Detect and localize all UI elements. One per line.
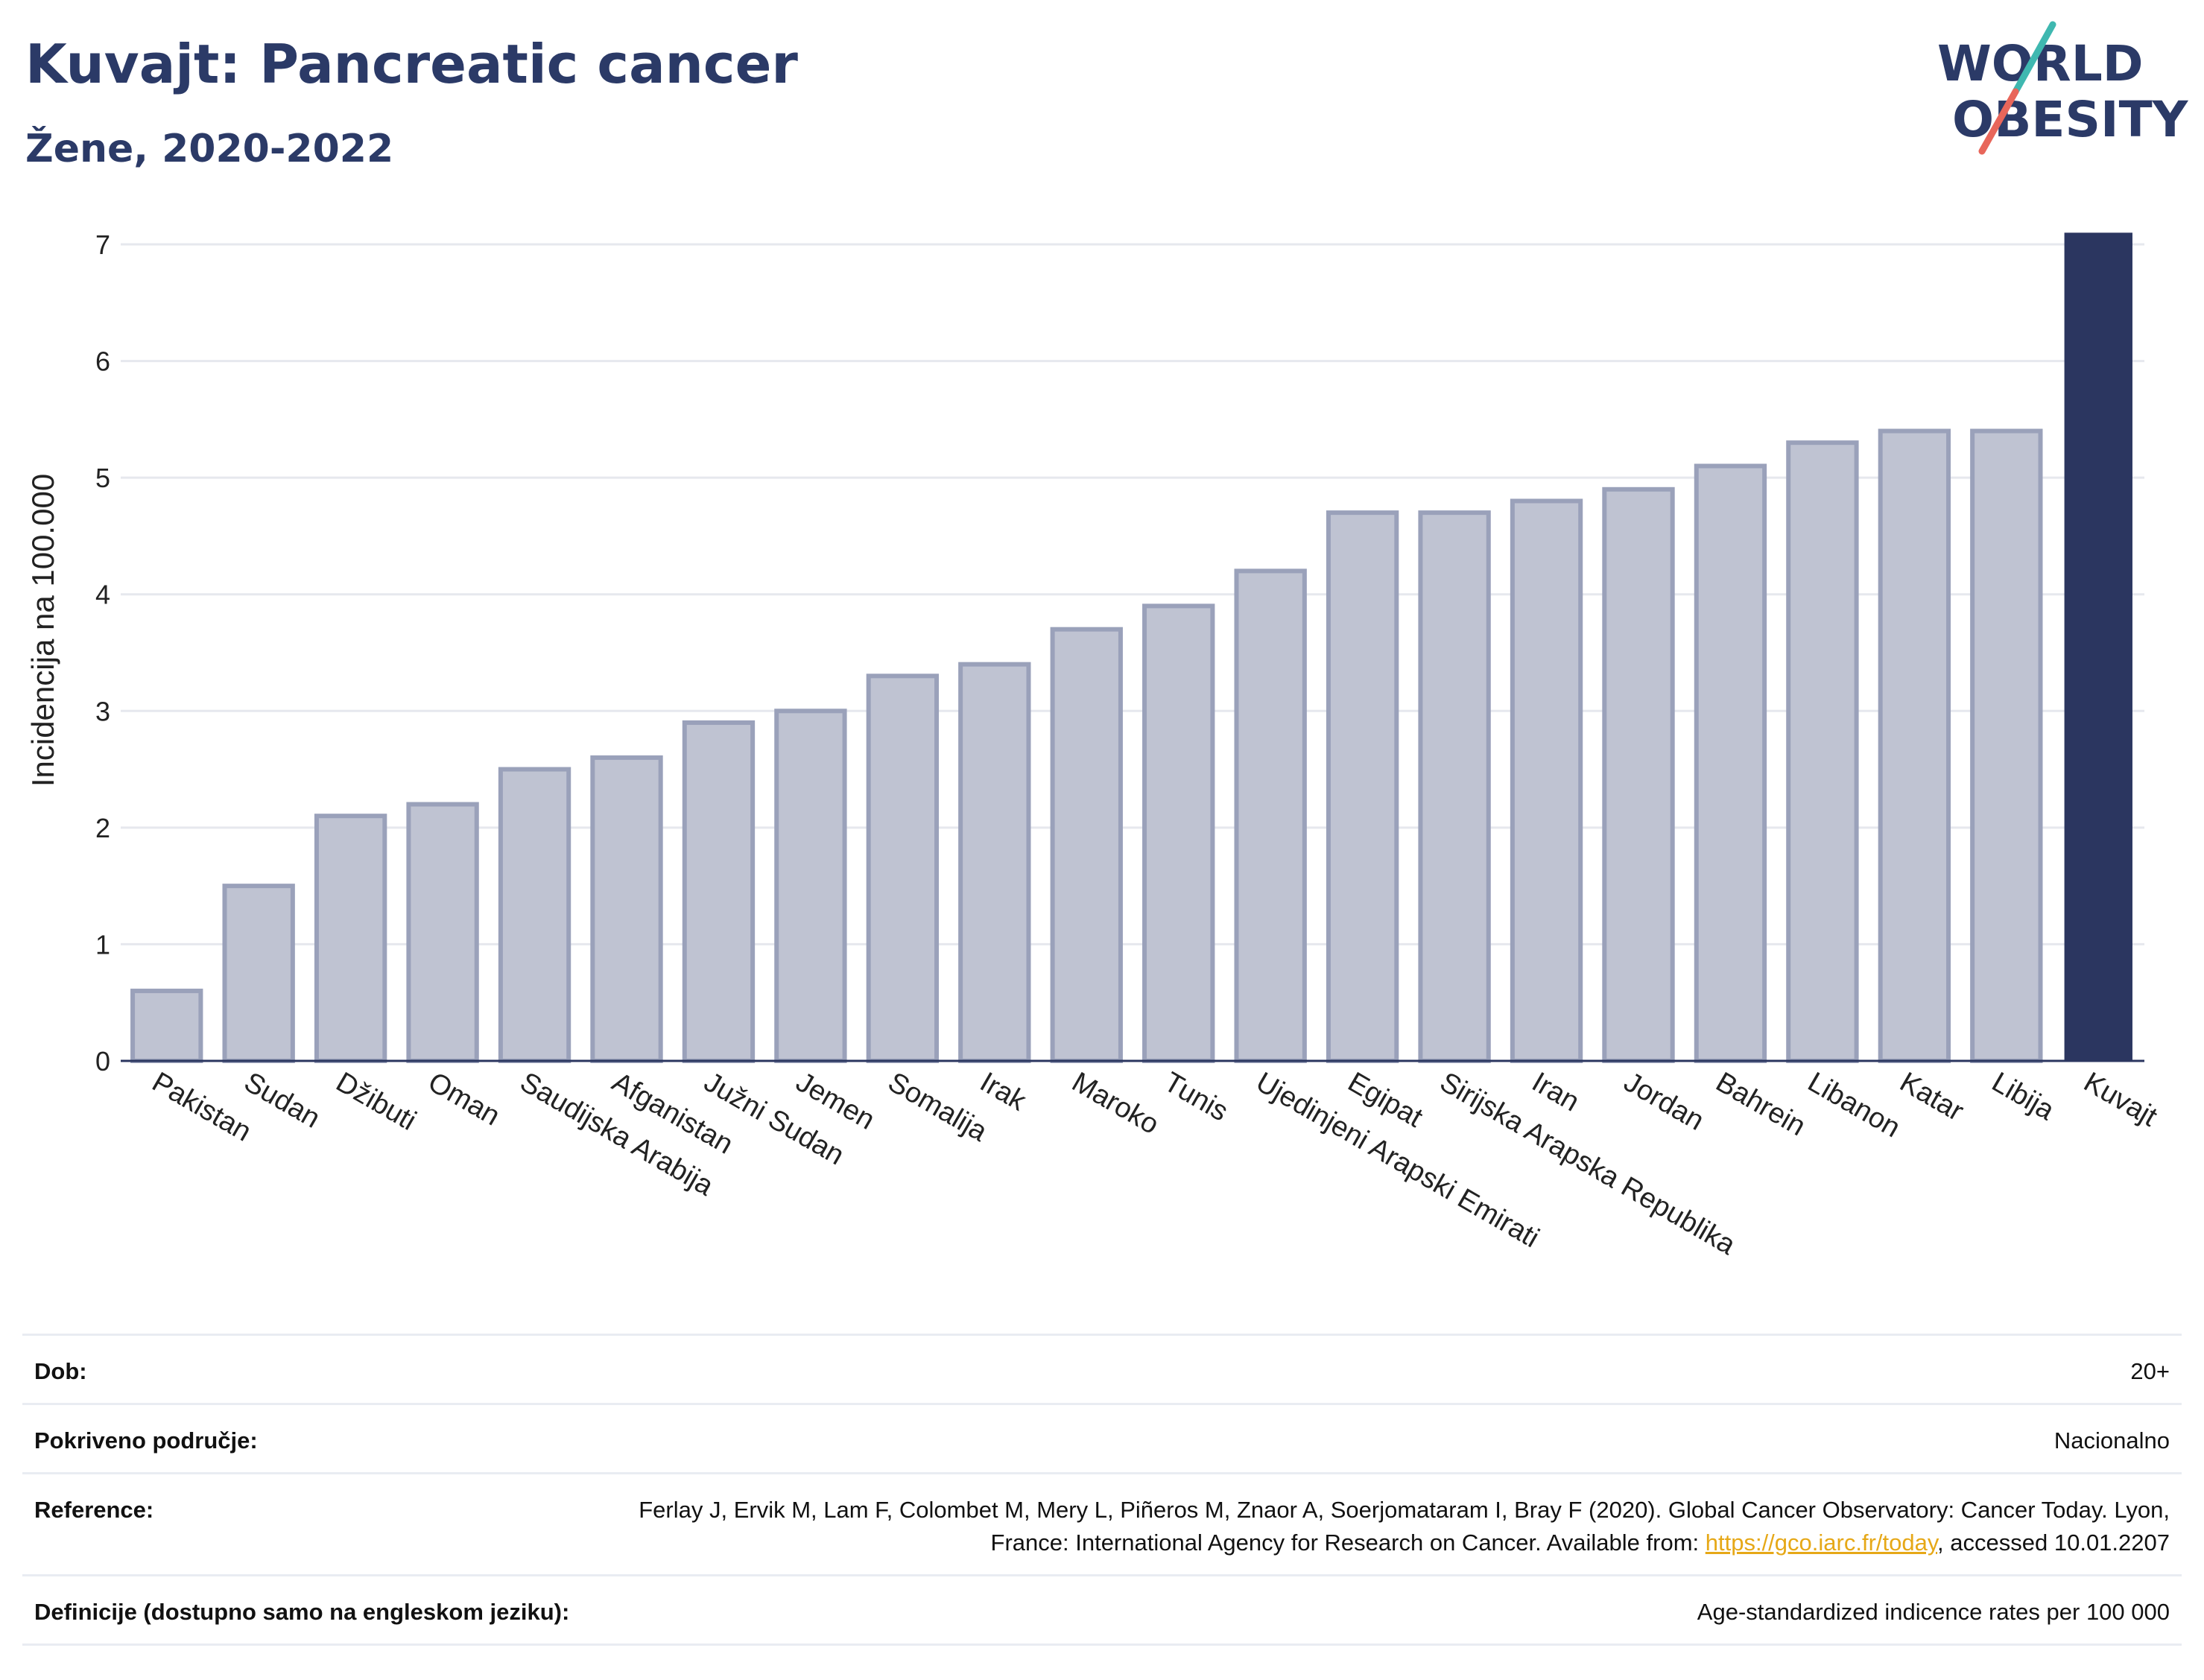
bar-kuvajt: [2064, 232, 2132, 1061]
info-row-age: Dob: 20+: [22, 1334, 2182, 1403]
x-tick-label: Libanon: [1802, 1066, 1905, 1144]
y-tick-label: 1: [95, 929, 110, 960]
x-tick-label: Maroko: [1067, 1066, 1165, 1141]
coverage-value: Nacionalno: [2053, 1427, 2170, 1454]
age-value: 20+: [2130, 1358, 2170, 1384]
reference-text-2: , accessed 10.01.2207: [1937, 1530, 2170, 1556]
x-tick-label: Iran: [1527, 1066, 1585, 1118]
chart-title: Kuvajt: Pancreatic cancer: [25, 33, 798, 95]
x-tick-label: Somalija: [883, 1066, 993, 1148]
bar-sirijska-arapska-republika: [1418, 510, 1491, 1063]
chart-subtitle: Žene, 2020-2022: [25, 127, 394, 171]
x-tick-label: Oman: [422, 1066, 505, 1132]
reference-text-1: Ferlay J, Ervik M, Lam F, Colombet M, Me…: [639, 1497, 2170, 1556]
bar-irak: [958, 662, 1031, 1063]
bar-južni-sudan: [682, 720, 756, 1063]
bar-pakistan: [130, 989, 203, 1063]
x-tick-label: Džibuti: [331, 1066, 422, 1136]
bar-libija: [1970, 428, 2043, 1063]
x-tick-label: Tunis: [1159, 1066, 1233, 1127]
bar-sudan: [222, 884, 295, 1063]
bar-afganistan: [590, 755, 663, 1064]
y-axis-label: Incidencija na 100.000: [25, 474, 60, 787]
x-tick-label: Katar: [1895, 1066, 1969, 1127]
bar-maroko: [1050, 627, 1123, 1063]
age-label: Dob:: [34, 1358, 87, 1384]
logo-red-stroke: [1978, 88, 2019, 155]
bar-bahrein: [1694, 463, 1767, 1063]
bar-iran: [1510, 498, 1583, 1063]
bar-džibuti: [314, 814, 387, 1063]
bar-jordan: [1602, 486, 1675, 1063]
bars: [130, 232, 2132, 1064]
x-tick-label: Irak: [975, 1066, 1032, 1118]
bar-katar: [1878, 428, 1951, 1063]
info-row-coverage: Pokriveno područje: Nacionalno: [22, 1403, 2182, 1472]
definitions-label: Definicije (dostupno samo na engleskom j…: [34, 1599, 570, 1625]
y-tick-labels: 0 1 2 3 4 5 6 7: [95, 229, 110, 1077]
y-tick-label: 4: [95, 580, 110, 610]
y-tick-label: 3: [95, 696, 110, 726]
y-tick-label: 5: [95, 463, 110, 493]
bar-egipat: [1326, 510, 1399, 1063]
info-table: Dob: 20+ Pokriveno područje: Nacionalno …: [22, 1334, 2182, 1646]
x-tick-label: Libija: [1986, 1066, 2060, 1126]
bar-saudijska-arabija: [498, 767, 571, 1063]
x-tick-label: Sirijska Arapska Republika: [1434, 1066, 1741, 1261]
definitions-value: Age-standardized indicence rates per 100…: [1697, 1599, 2170, 1625]
y-tick-label: 0: [95, 1046, 110, 1077]
info-row-definitions: Definicije (dostupno samo na engleskom j…: [22, 1574, 2182, 1646]
world-obesity-logo: WORLD OBESITY: [1937, 21, 2189, 155]
reference-label: Reference:: [34, 1497, 154, 1523]
x-tick-label: Pakistan: [147, 1066, 256, 1147]
bar-libanon: [1786, 440, 1859, 1063]
bar-jemen: [774, 709, 847, 1063]
coverage-label: Pokriveno područje:: [34, 1427, 258, 1454]
bar-oman: [406, 802, 479, 1063]
x-tick-label: Jordan: [1618, 1066, 1709, 1136]
bar-somalija: [866, 673, 940, 1063]
reference-link[interactable]: https://gco.iarc.fr/today: [1705, 1530, 1938, 1556]
y-tick-label: 2: [95, 813, 110, 843]
reference-value: Ferlay J, Ervik M, Lam F, Colombet M, Me…: [605, 1494, 2170, 1559]
y-tick-label: 6: [95, 346, 110, 377]
bar-tunis: [1142, 603, 1215, 1063]
bar-ujedinjeni-arapski-emirati: [1234, 568, 1307, 1063]
x-tick-label: Kuvajt: [2079, 1066, 2163, 1132]
logo-teal-stroke: [2012, 21, 2056, 95]
x-tick-label: Bahrein: [1711, 1066, 1811, 1142]
info-row-reference: Reference: Ferlay J, Ervik M, Lam F, Col…: [22, 1472, 2182, 1574]
y-tick-label: 7: [95, 229, 110, 260]
